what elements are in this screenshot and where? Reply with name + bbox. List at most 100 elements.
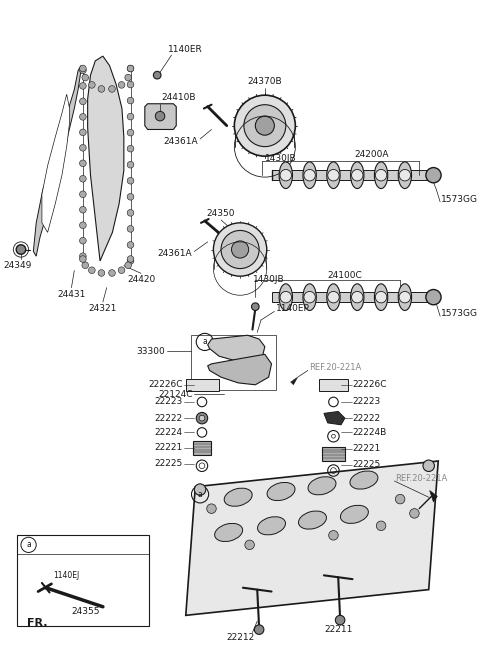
Circle shape [82, 74, 89, 81]
Circle shape [88, 82, 95, 88]
Text: 1573GG: 1573GG [441, 195, 478, 204]
Circle shape [80, 160, 86, 166]
Ellipse shape [279, 162, 292, 189]
Text: 24321: 24321 [89, 304, 117, 313]
Text: 22221: 22221 [352, 444, 381, 453]
Circle shape [16, 245, 26, 254]
Polygon shape [319, 379, 348, 390]
Circle shape [194, 484, 206, 495]
Text: 22225: 22225 [155, 459, 183, 468]
Text: 22223: 22223 [155, 398, 183, 407]
Text: 22211: 22211 [324, 625, 352, 634]
Circle shape [108, 270, 115, 276]
Circle shape [80, 83, 86, 89]
Circle shape [118, 82, 125, 88]
Circle shape [80, 65, 86, 72]
Circle shape [127, 81, 134, 88]
Circle shape [245, 540, 254, 550]
Polygon shape [33, 66, 81, 256]
Text: 22212: 22212 [226, 633, 254, 642]
Circle shape [82, 262, 89, 269]
Circle shape [80, 222, 86, 229]
Circle shape [252, 303, 259, 310]
Circle shape [127, 193, 134, 200]
Circle shape [329, 531, 338, 540]
Text: 24100C: 24100C [327, 271, 362, 280]
Ellipse shape [350, 162, 364, 189]
Ellipse shape [327, 284, 340, 310]
Text: 24431: 24431 [57, 290, 85, 299]
Polygon shape [49, 612, 86, 627]
Text: 22225: 22225 [352, 460, 381, 470]
Polygon shape [145, 103, 176, 130]
Circle shape [396, 495, 405, 504]
Ellipse shape [350, 284, 364, 310]
Circle shape [336, 615, 345, 625]
Ellipse shape [327, 162, 340, 189]
Circle shape [351, 291, 363, 303]
Circle shape [127, 225, 134, 233]
Circle shape [127, 65, 134, 72]
Text: 1140EP: 1140EP [276, 304, 310, 313]
Circle shape [399, 291, 410, 303]
Ellipse shape [398, 284, 411, 310]
Text: 22222: 22222 [155, 414, 183, 422]
Ellipse shape [308, 477, 336, 495]
Text: 22221: 22221 [155, 443, 183, 452]
Circle shape [80, 98, 86, 105]
Text: 1573GG: 1573GG [441, 309, 478, 318]
Polygon shape [208, 354, 272, 384]
Circle shape [375, 291, 387, 303]
Circle shape [127, 257, 134, 264]
Text: 22223: 22223 [352, 398, 381, 407]
Ellipse shape [267, 483, 295, 500]
Circle shape [118, 267, 125, 274]
Polygon shape [88, 56, 124, 261]
Text: 22224: 22224 [155, 428, 183, 437]
Circle shape [127, 65, 134, 72]
Polygon shape [186, 461, 438, 615]
Circle shape [127, 113, 134, 120]
Polygon shape [208, 335, 265, 364]
Circle shape [280, 291, 291, 303]
Polygon shape [430, 491, 437, 502]
Text: 1140ER: 1140ER [168, 45, 203, 54]
Polygon shape [324, 411, 345, 425]
Polygon shape [322, 447, 345, 461]
Circle shape [80, 191, 86, 198]
Text: 24355: 24355 [72, 607, 100, 616]
Circle shape [328, 291, 339, 303]
Polygon shape [42, 94, 70, 233]
Circle shape [199, 415, 205, 421]
Circle shape [328, 170, 339, 181]
Polygon shape [17, 535, 149, 626]
Text: 24200A: 24200A [354, 150, 389, 159]
Circle shape [80, 113, 86, 120]
Circle shape [127, 129, 134, 136]
Circle shape [221, 231, 259, 269]
Text: a: a [26, 540, 31, 550]
Ellipse shape [299, 511, 326, 529]
Ellipse shape [374, 162, 388, 189]
Ellipse shape [279, 284, 292, 310]
Circle shape [234, 95, 295, 156]
Circle shape [196, 413, 208, 424]
Circle shape [108, 86, 115, 92]
Circle shape [125, 262, 132, 269]
Polygon shape [186, 379, 219, 390]
Text: REF.20-221A: REF.20-221A [396, 474, 448, 483]
Circle shape [375, 170, 387, 181]
Circle shape [98, 270, 105, 276]
Text: 1430JB: 1430JB [253, 276, 285, 284]
Text: 1140EJ: 1140EJ [54, 571, 80, 580]
Text: 22222: 22222 [352, 414, 381, 422]
Circle shape [214, 223, 267, 276]
Text: 33300: 33300 [136, 347, 165, 356]
Circle shape [376, 521, 386, 531]
Circle shape [127, 178, 134, 184]
Circle shape [80, 237, 86, 244]
Text: 1430JB: 1430JB [265, 153, 297, 162]
Text: 24361A: 24361A [158, 249, 192, 258]
Circle shape [426, 168, 441, 183]
Text: 24361A: 24361A [164, 138, 198, 146]
